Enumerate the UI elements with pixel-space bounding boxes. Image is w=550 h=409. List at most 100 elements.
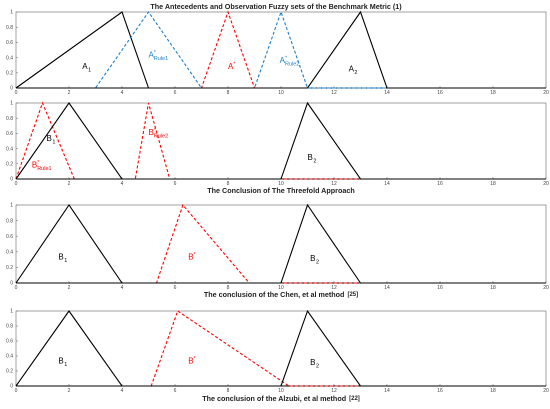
x-tick-label: 8 <box>227 285 230 291</box>
series-label-main: B <box>58 253 63 262</box>
x-tick-label: 4 <box>121 388 124 394</box>
y-tick-label: 1 <box>10 203 13 209</box>
series-line-a-2 <box>16 10 546 89</box>
series-line-b-2 <box>16 203 546 284</box>
series-label-main: A <box>228 62 234 71</box>
x-tick-label: 0 <box>15 181 18 187</box>
x-tick-label: 12 <box>331 90 337 96</box>
x-tick-label: 0 <box>15 388 18 394</box>
subplot-3: The conclusion of the Chen, et al method… <box>6 203 549 299</box>
x-tick-label: 4 <box>121 90 124 96</box>
series-line-a-1 <box>15 11 546 89</box>
y-tick-label: 0.2 <box>6 162 13 168</box>
series-label-sub: Rule2 <box>154 133 168 139</box>
series-label-sub: 1 <box>64 258 67 264</box>
series-label-main: A <box>280 56 286 65</box>
y-tick-label: 0.2 <box>6 369 13 375</box>
x-tick-label: 0 <box>15 285 18 291</box>
series-label: A1 <box>82 62 91 74</box>
subplot-title: The conclusion of the Alzubi, et al meth… <box>202 394 360 403</box>
series-label-sup: * <box>154 127 156 133</box>
x-tick-label: 18 <box>490 285 496 291</box>
series-label-sub: Rule2 <box>285 61 299 67</box>
y-tick-label: 0.4 <box>6 146 13 152</box>
x-tick-label: 16 <box>437 181 443 187</box>
series-label: A2 <box>349 64 358 76</box>
x-tick-label: 4 <box>121 181 124 187</box>
series-line-a-star <box>16 10 546 89</box>
series-label-main: B <box>310 254 315 263</box>
y-tick-label: 0.6 <box>6 131 13 137</box>
series-label-sup: * <box>194 252 196 258</box>
series-label: B* <box>188 356 195 366</box>
series-line-b-1 <box>15 310 546 387</box>
x-tick-label: 2 <box>68 181 71 187</box>
series-label: B* <box>188 252 195 262</box>
x-tick-label: 2 <box>68 90 71 96</box>
y-tick-label: 1 <box>10 101 13 107</box>
series-label-main: A <box>82 62 88 71</box>
series-label-main: B <box>46 134 51 143</box>
x-tick-label: 16 <box>437 90 443 96</box>
series-label-main: B <box>308 153 313 162</box>
x-tick-label: 20 <box>543 285 549 291</box>
series-line-b-rule1-star <box>15 101 546 180</box>
x-tick-label: 18 <box>490 90 496 96</box>
series-line-b-2 <box>16 101 546 180</box>
series-line-b-rule2-star <box>16 102 546 180</box>
x-tick-label: 8 <box>227 181 230 187</box>
x-tick-label: 18 <box>490 181 496 187</box>
x-tick-label: 12 <box>331 388 337 394</box>
y-tick-label: 1 <box>10 10 13 16</box>
y-tick-label: 0.6 <box>6 234 13 240</box>
series-label-sub: Rule1 <box>154 56 168 62</box>
x-tick-label: 14 <box>384 388 390 394</box>
y-tick-label: 0.8 <box>6 116 13 122</box>
series-label: A* <box>228 62 235 72</box>
x-tick-label: 12 <box>331 285 337 291</box>
series-label: A* Rule2 <box>280 55 300 67</box>
series-line-b-2 <box>16 309 546 387</box>
series-label-sub: 2 <box>316 364 319 370</box>
y-tick-label: 0 <box>10 86 13 92</box>
series-label-sub: 1 <box>52 140 55 146</box>
series-label-sup: * <box>194 356 196 362</box>
x-tick-label: 14 <box>384 181 390 187</box>
x-tick-label: 0 <box>15 90 18 96</box>
series-label: B2 <box>310 358 319 370</box>
subplot-title: The conclusion of the Chen, et al method… <box>204 290 358 299</box>
x-tick-label: 2 <box>68 388 71 394</box>
series-label-sub: 1 <box>64 362 67 368</box>
series-label: A* Rule1 <box>149 50 169 62</box>
series-label-main: B <box>149 128 154 137</box>
y-tick-label: 0.4 <box>6 55 13 61</box>
series-line-a-rule1-star <box>16 11 546 89</box>
y-tick-label: 0.8 <box>6 218 13 224</box>
y-tick-label: 0.8 <box>6 324 13 330</box>
x-tick-label: 8 <box>227 90 230 96</box>
series-label-main: B <box>188 253 193 262</box>
y-tick-label: 0.8 <box>6 25 13 31</box>
x-tick-label: 6 <box>174 90 177 96</box>
x-tick-label: 10 <box>278 90 284 96</box>
subplot-title-ref: [22] <box>349 396 360 402</box>
series-label-main: B <box>32 161 37 170</box>
series-label-sup: * <box>37 160 39 166</box>
x-tick-label: 10 <box>278 388 284 394</box>
series-line-b-1 <box>15 102 546 180</box>
series-label-sub: 1 <box>88 68 91 74</box>
subplot-2: The Conclusion of The Threefold Approach… <box>6 101 549 195</box>
figure-title: The Antecedents and Observation Fuzzy se… <box>150 2 402 11</box>
series-label-main: B <box>58 357 63 366</box>
series-line-b-star <box>16 203 546 284</box>
subplot-4: The conclusion of the Alzubi, et al meth… <box>6 309 549 403</box>
series-label-sub: 2 <box>354 70 357 76</box>
x-tick-label: 6 <box>174 181 177 187</box>
series-label-sub: 2 <box>316 260 319 266</box>
series-label-sub: 2 <box>313 159 316 165</box>
y-tick-label: 1 <box>10 309 13 315</box>
x-tick-label: 4 <box>121 285 124 291</box>
x-tick-label: 20 <box>543 181 549 187</box>
series-label-sup: * <box>285 55 287 61</box>
